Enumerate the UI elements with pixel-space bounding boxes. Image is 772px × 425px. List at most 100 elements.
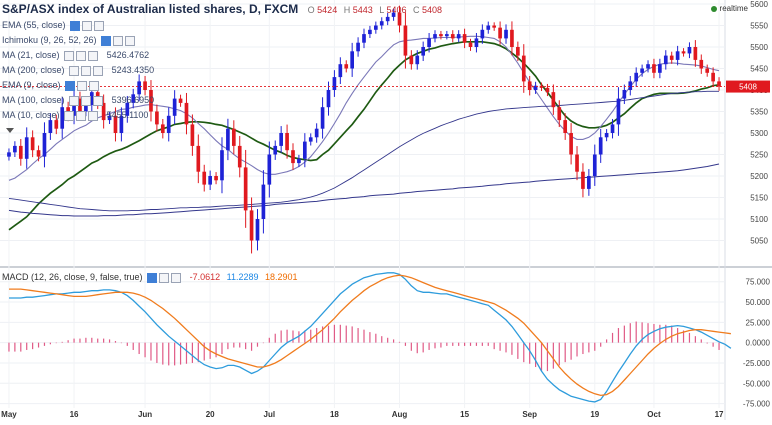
close-icon[interactable] bbox=[89, 80, 100, 91]
y-tick-label: 5050 bbox=[750, 237, 768, 246]
legend-collapse-row[interactable] bbox=[2, 123, 562, 138]
macd-histogram-bar bbox=[546, 342, 549, 372]
macd-legend[interactable]: MACD (12, 26, close, 9, false, true) -7.… bbox=[2, 272, 298, 283]
candle-body bbox=[575, 154, 579, 172]
settings-icon[interactable] bbox=[113, 35, 124, 46]
indicator-label: EMA (9, close) bbox=[2, 80, 61, 90]
candle-body bbox=[397, 12, 402, 26]
candle-body bbox=[160, 124, 165, 133]
eye-icon[interactable] bbox=[69, 95, 80, 106]
macd-histogram-bar bbox=[61, 341, 63, 343]
eye-icon[interactable] bbox=[70, 20, 81, 31]
eye-icon[interactable] bbox=[69, 65, 80, 76]
indicator-label: Ichimoku (9, 26, 52, 26) bbox=[2, 35, 97, 45]
candle-body bbox=[137, 81, 141, 95]
eye-icon[interactable] bbox=[64, 50, 75, 61]
indicator-row-ma10[interactable]: MA (10, close) 5455.1100 bbox=[2, 108, 562, 123]
macd-histogram-bar bbox=[671, 325, 673, 343]
candle-body bbox=[208, 176, 212, 185]
chevron-down-icon[interactable] bbox=[6, 128, 14, 134]
candle-body bbox=[279, 133, 283, 146]
candle-body bbox=[450, 34, 455, 39]
candle-body bbox=[155, 111, 159, 125]
candle-body bbox=[551, 92, 556, 108]
candle-body bbox=[681, 51, 686, 54]
eye-icon[interactable] bbox=[147, 272, 158, 283]
settings-icon[interactable] bbox=[159, 272, 170, 283]
macd-histogram-bar bbox=[487, 342, 489, 346]
close-icon[interactable] bbox=[93, 95, 104, 106]
macd-value-2: 11.2289 bbox=[226, 272, 259, 282]
indicator-row-ichimoku[interactable]: Ichimoku (9, 26, 52, 26) bbox=[2, 33, 562, 48]
candle-body bbox=[587, 176, 591, 189]
candle-body bbox=[214, 176, 218, 181]
macd-histogram-bar bbox=[452, 342, 454, 346]
indicator-row-ma100[interactable]: MA (100, close) 5396.6950 bbox=[2, 93, 562, 108]
macd-histogram-bar bbox=[493, 342, 495, 350]
candle-body bbox=[172, 98, 177, 116]
macd-histogram-bar bbox=[55, 342, 57, 344]
macd-histogram-bar bbox=[79, 338, 81, 343]
macd-label: MACD (12, 26, close, 9, false, true) bbox=[2, 272, 143, 282]
candle-body bbox=[545, 87, 550, 93]
macd-histogram-bar bbox=[298, 331, 300, 343]
close-icon[interactable] bbox=[88, 110, 99, 121]
candle-body bbox=[84, 105, 88, 112]
candle-body bbox=[326, 90, 331, 108]
indicator-row-ema55[interactable]: EMA (55, close) bbox=[2, 18, 562, 33]
settings-icon[interactable] bbox=[81, 95, 92, 106]
settings-icon[interactable] bbox=[77, 80, 88, 91]
last-price-tag bbox=[726, 80, 770, 93]
settings-icon[interactable] bbox=[81, 65, 92, 76]
settings-icon[interactable] bbox=[76, 110, 87, 121]
x-tick-label: Sep bbox=[522, 410, 537, 419]
candle-body bbox=[362, 34, 366, 43]
candle-body bbox=[267, 154, 272, 185]
macd-histogram-bar bbox=[422, 342, 424, 353]
macd-histogram-bar bbox=[694, 336, 696, 343]
candle-body bbox=[320, 107, 325, 129]
ohlc-low-key: L bbox=[379, 5, 384, 15]
indicator-row-ma21[interactable]: MA (21, close) 5426.4762 bbox=[2, 48, 562, 63]
macd-histogram-bar bbox=[594, 342, 596, 351]
settings-icon[interactable] bbox=[76, 50, 87, 61]
macd-histogram-bar bbox=[215, 342, 217, 358]
macd-histogram-bar bbox=[221, 342, 223, 355]
candle-body bbox=[255, 219, 260, 241]
macd-histogram-bar bbox=[511, 342, 513, 355]
close-icon[interactable] bbox=[125, 35, 136, 46]
candle-body bbox=[421, 47, 426, 56]
indicator-row-ema9[interactable]: EMA (9, close) bbox=[2, 78, 562, 93]
indicator-row-ma200[interactable]: MA (200, close) 5243.4350 bbox=[2, 63, 562, 78]
settings-icon[interactable] bbox=[82, 20, 93, 31]
macd-histogram-bar bbox=[67, 340, 69, 343]
macd-histogram-bar bbox=[677, 328, 679, 343]
close-icon[interactable] bbox=[171, 272, 182, 283]
realtime-label: realtime bbox=[719, 4, 748, 13]
candle-body bbox=[592, 154, 597, 176]
macd-histogram-bar bbox=[523, 342, 525, 363]
candle-body bbox=[403, 25, 408, 56]
candle-body bbox=[415, 55, 420, 65]
eye-icon[interactable] bbox=[65, 80, 76, 91]
close-icon[interactable] bbox=[93, 65, 104, 76]
ohlc-low-value: 5406 bbox=[386, 5, 407, 15]
indicator-label: MA (200, close) bbox=[2, 65, 65, 75]
y-tick-label: 5250 bbox=[750, 151, 768, 160]
candle-body bbox=[409, 55, 414, 65]
eye-icon[interactable] bbox=[64, 110, 75, 121]
candle-body bbox=[243, 167, 248, 211]
eye-icon[interactable] bbox=[101, 35, 112, 46]
ohlc-close-value: 5408 bbox=[422, 5, 443, 15]
indicator-label: MA (10, close) bbox=[2, 110, 60, 120]
candle-body bbox=[711, 72, 715, 82]
close-icon[interactable] bbox=[94, 20, 105, 31]
macd-histogram-bar bbox=[245, 342, 247, 350]
candle-body bbox=[474, 38, 479, 47]
candle-body bbox=[634, 72, 639, 82]
macd-histogram-bar bbox=[156, 342, 158, 363]
candle-body bbox=[285, 133, 289, 151]
close-icon[interactable] bbox=[88, 50, 99, 61]
